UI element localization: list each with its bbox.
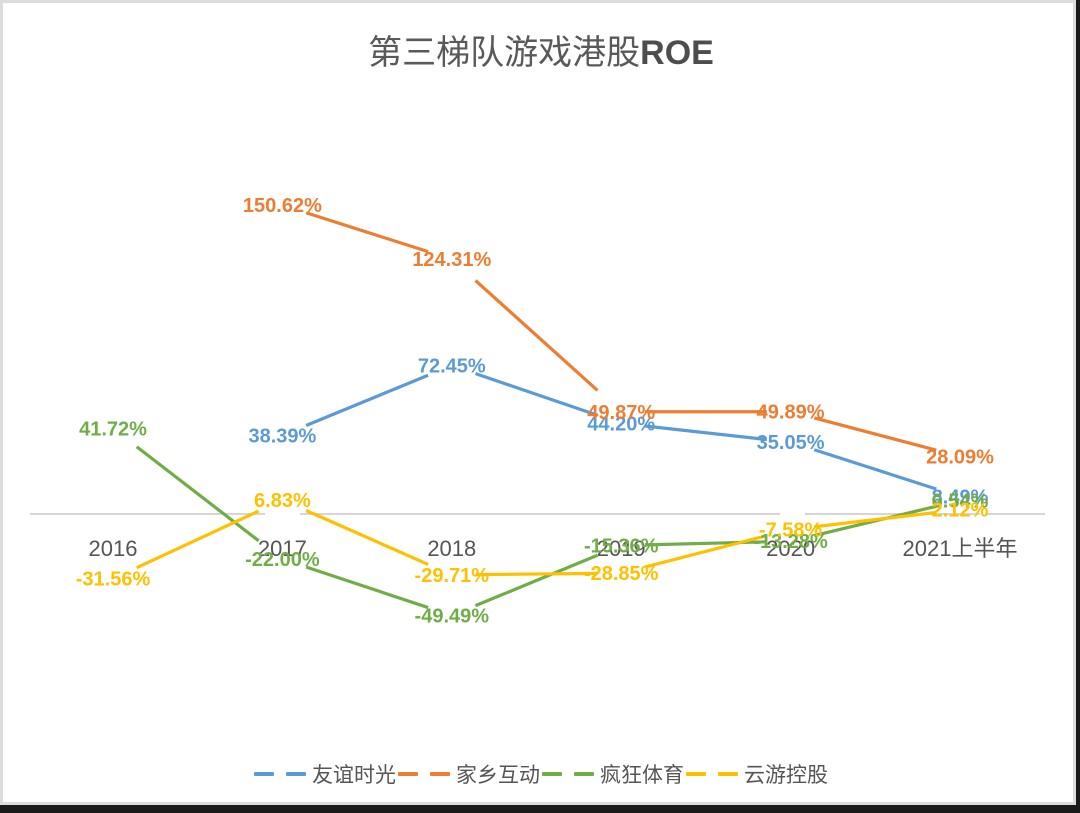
series-line-segment: [644, 540, 767, 547]
series-line-segment: [814, 510, 937, 529]
x-tick-label: 2020: [766, 536, 815, 561]
data-label: -22.00%: [245, 549, 320, 571]
series-line-segment: [813, 448, 937, 491]
series-line-segment: [813, 416, 937, 452]
legend-item-3[interactable]: 云游控股: [686, 759, 828, 789]
series-line-segment: [474, 279, 599, 392]
series-line-segment: [475, 571, 598, 577]
data-label: 41.72%: [79, 418, 147, 440]
data-label: 44.20%: [587, 413, 655, 435]
dash: [398, 772, 418, 776]
series-line-segment: [136, 509, 260, 570]
dash: [686, 772, 706, 776]
x-tick-label: 2019: [597, 536, 646, 561]
data-label: 150.62%: [243, 195, 322, 217]
legend-item-0[interactable]: 友谊时光: [254, 759, 396, 789]
dash: [254, 772, 274, 776]
legend-swatch-icon: [254, 772, 306, 776]
data-label: -49.49%: [415, 605, 490, 627]
data-label: 49.89%: [757, 402, 825, 424]
x-tick-label: 2018: [427, 536, 476, 561]
series-line-segment: [305, 211, 429, 254]
legend-label: 云游控股: [744, 763, 828, 787]
data-label: -7.58%: [759, 520, 823, 542]
x-tick-label: 2016: [89, 536, 138, 561]
data-label: -15.36%: [584, 535, 659, 557]
series-line-segment: [305, 373, 429, 428]
x-tick-label: 2017: [258, 536, 307, 561]
series-line-segment: [644, 534, 768, 569]
data-label: 124.31%: [412, 249, 491, 271]
dash: [542, 772, 562, 776]
legend-label: 疯狂体育: [600, 763, 684, 787]
data-label: 2.12%: [932, 500, 989, 522]
data-label: 28.09%: [926, 446, 994, 468]
legend-swatch-icon: [686, 772, 738, 776]
legend-item-2[interactable]: 疯狂体育: [542, 759, 684, 789]
series-line-segment: [474, 553, 599, 608]
series-line-segment: [305, 565, 429, 610]
series-line-segment: [644, 424, 768, 442]
data-label: -13.28%: [753, 531, 828, 553]
data-label: -31.56%: [76, 569, 151, 591]
legend-label: 家乡互动: [456, 763, 540, 787]
series-line-segment: [305, 509, 429, 566]
chart-title-suffix: ROE: [640, 34, 714, 72]
data-label: 8.49%: [932, 487, 989, 509]
legend-swatch-icon: [542, 772, 594, 776]
data-label: 6.83%: [254, 490, 311, 512]
legend-label: 友谊时光: [312, 763, 396, 787]
chart-title: 第三梯队游戏港股ROE: [3, 25, 1079, 74]
series-line-segment: [474, 372, 599, 417]
data-label: 35.05%: [757, 432, 825, 454]
dash: [286, 772, 306, 776]
data-label: 6.54%: [932, 491, 989, 513]
dash: [574, 772, 594, 776]
data-label: -29.71%: [415, 565, 490, 587]
legend-item-1[interactable]: 家乡互动: [398, 759, 540, 789]
data-label: 49.87%: [587, 402, 655, 424]
data-label: -28.85%: [584, 563, 659, 585]
series-line-segment: [135, 445, 260, 543]
dash: [718, 772, 738, 776]
chart-title-main: 第三梯队游戏港股: [368, 33, 641, 73]
legend: 友谊时光 家乡互动 疯狂体育 云游控股: [3, 759, 1079, 789]
dash: [430, 772, 450, 776]
data-label: 38.39%: [248, 425, 316, 447]
data-label: 72.45%: [418, 355, 486, 377]
legend-swatch-icon: [398, 772, 450, 776]
x-tick-label: 2021上半年: [903, 536, 1018, 561]
